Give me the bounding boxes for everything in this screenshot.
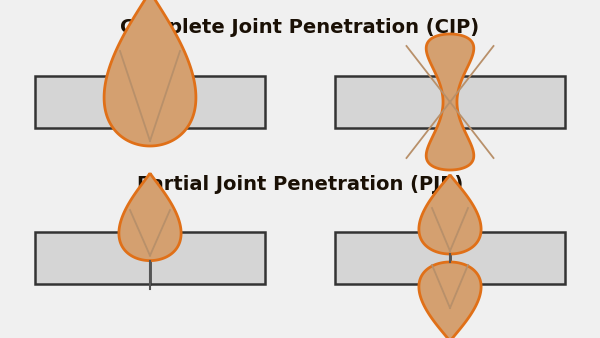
Bar xyxy=(450,232,565,284)
Bar xyxy=(335,76,565,128)
Bar xyxy=(35,232,150,284)
Polygon shape xyxy=(104,0,196,146)
Polygon shape xyxy=(119,173,181,261)
Polygon shape xyxy=(419,175,481,254)
Text: Complete Joint Penetration (CJP): Complete Joint Penetration (CJP) xyxy=(121,18,479,37)
Polygon shape xyxy=(419,262,481,338)
Bar xyxy=(335,232,450,284)
Polygon shape xyxy=(426,34,474,170)
Bar xyxy=(35,76,265,128)
Bar xyxy=(150,232,265,284)
Text: Partial Joint Penetration (PJP): Partial Joint Penetration (PJP) xyxy=(137,175,463,194)
